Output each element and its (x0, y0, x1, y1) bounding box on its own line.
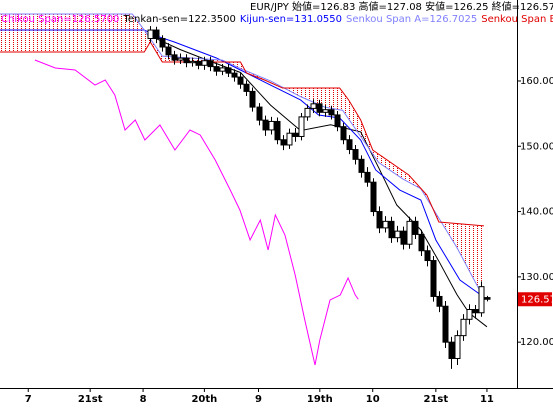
candle-body (177, 57, 184, 61)
x-tick-label: 21st (424, 394, 449, 405)
y-tick-label: 160.00 (520, 76, 553, 87)
candle-body (400, 230, 407, 245)
candle-body (219, 67, 226, 72)
candle-body (388, 220, 395, 239)
candle-body (412, 220, 419, 235)
candle-body (376, 211, 383, 229)
candle-body (334, 114, 341, 128)
candle-body (165, 46, 172, 56)
candle-body (159, 38, 166, 48)
legend-entry: Chikou Span=126.5700 (1, 14, 119, 25)
last-price-box (518, 292, 552, 307)
x-tick-label: 8 (140, 394, 147, 405)
legend-entry: Senkou Span A=126.7025 (346, 14, 477, 25)
candle-body (340, 126, 347, 141)
x-tick-label: 11 (480, 394, 494, 405)
candle-body (322, 109, 329, 113)
candle-body (280, 139, 287, 146)
candle-body (454, 335, 461, 359)
cloud (0, 13, 484, 299)
candle-body (268, 120, 275, 131)
candle-body (442, 305, 449, 343)
candle-body (304, 107, 311, 118)
candle-body (430, 260, 437, 297)
candle-body (225, 67, 232, 74)
line-1 (150, 35, 488, 328)
candle-body (364, 171, 371, 183)
candle-body (207, 60, 214, 68)
x-tick-label: 20th (191, 394, 217, 405)
candle-body (195, 60, 202, 66)
x-tick-label: 19th (307, 394, 333, 405)
line-4 (0, 41, 484, 227)
x-tick-label: 21st (78, 394, 103, 405)
x-tick-label: 7 (25, 394, 32, 405)
candle-body (352, 149, 359, 160)
candle-body (424, 250, 431, 262)
legend-entry: Tenkan-sen=122.3500 (122, 14, 235, 25)
candle-body (183, 57, 190, 64)
candle-body (237, 76, 244, 85)
candle-body (262, 119, 269, 131)
y-tick-label: 130.00 (520, 272, 553, 283)
candle-body (213, 66, 220, 72)
candle-body (316, 103, 323, 113)
candle-body (394, 230, 401, 239)
candle-body (298, 116, 305, 137)
candle-body (147, 29, 154, 40)
last-price-label: 126.57 (521, 294, 553, 305)
x-tick-label: 9 (255, 394, 262, 405)
candle-body (274, 120, 281, 141)
candle-body (472, 309, 479, 314)
candle-body (201, 60, 208, 66)
candle-body (189, 60, 196, 64)
candle-body (243, 83, 250, 92)
candle-body (370, 181, 377, 213)
x-tick-label: 10 (366, 394, 380, 405)
candle-body (436, 295, 443, 307)
line-0 (34, 59, 359, 366)
candle-body (484, 297, 491, 300)
candle-body (231, 72, 238, 78)
candle-body (249, 90, 256, 108)
line-3 (0, 13, 485, 299)
line-2 (0, 29, 482, 296)
y-tick-label: 140.00 (520, 207, 553, 218)
candle-body (358, 158, 365, 173)
candle-body (382, 220, 389, 229)
candle-body (310, 103, 317, 109)
candle-body (448, 341, 455, 359)
legend-entry: Kijun-sen=131.0550 (240, 14, 342, 25)
candle-body (171, 54, 178, 61)
legend: Chikou Span=126.5700 Tenkan-sen=122.3500 K… (1, 14, 553, 25)
legend-entry: Senkou Span B=137.8100 (481, 14, 553, 25)
y-tick-label: 120.00 (520, 337, 553, 348)
candle-body (346, 139, 353, 151)
candle-body (460, 318, 467, 337)
candle-body (256, 106, 263, 121)
header: EUR/JPY 始値=126.83 高値=127.08 安値=126.25 終値… (250, 0, 553, 13)
candle-body (406, 220, 413, 245)
candle-body (328, 109, 335, 116)
candle-body (286, 132, 293, 146)
candle-body (418, 233, 425, 252)
candle-body (478, 286, 485, 314)
candle-body (153, 29, 160, 40)
candle-body (292, 132, 299, 137)
y-tick-label: 150.00 (520, 141, 553, 152)
candle-body (466, 309, 473, 320)
